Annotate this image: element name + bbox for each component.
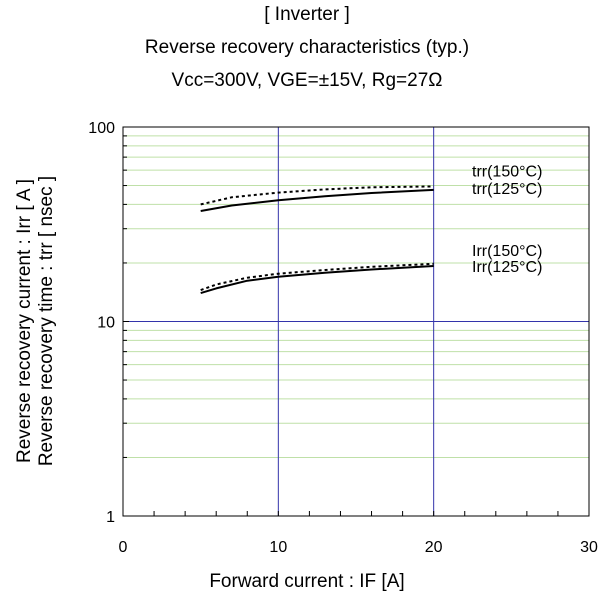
tick-labels: 0 10 20 30 1 10 100	[88, 120, 598, 556]
x-tick-label: 0	[119, 539, 128, 556]
series-labels: trr(150°C)trr(125°C) Irr(150°C)Irr(125°C)	[472, 163, 542, 276]
y-tick-label: 1	[106, 509, 115, 526]
chart-title: [ Inverter ] Reverse recovery characteri…	[145, 4, 469, 91]
series-line	[200, 185, 434, 206]
series-label: trr(125°C)	[472, 181, 542, 198]
series-line	[200, 262, 434, 292]
series-line	[200, 265, 434, 295]
series-label: Irr(150°C)	[472, 243, 542, 260]
y-tick-label: 10	[97, 315, 115, 332]
series-label: trr(150°C)	[472, 163, 542, 180]
title-line-1: [ Inverter ]	[264, 4, 350, 25]
y-axis-label-current: Reverse recovery current : Irr [ A ]	[14, 179, 35, 463]
x-tick-label: 10	[269, 539, 287, 556]
x-axis-label: Forward current : IF [A]	[209, 571, 404, 592]
series-line	[200, 188, 434, 212]
series-group	[200, 185, 434, 295]
x-tick-label: 20	[425, 539, 443, 556]
title-line-3: Vcc=300V, VGE=±15V, Rg=27Ω	[172, 70, 443, 91]
series-label: Irr(125°C)	[472, 259, 542, 276]
x-tick-label: 30	[580, 539, 598, 556]
title-line-2: Reverse recovery characteristics (typ.)	[145, 37, 469, 58]
axis-ticks	[123, 135, 559, 517]
y-axis-label-time: Reverse recovery time : trr [ nsec ]	[36, 176, 57, 466]
grid	[123, 127, 589, 516]
y-tick-label: 100	[88, 120, 115, 137]
